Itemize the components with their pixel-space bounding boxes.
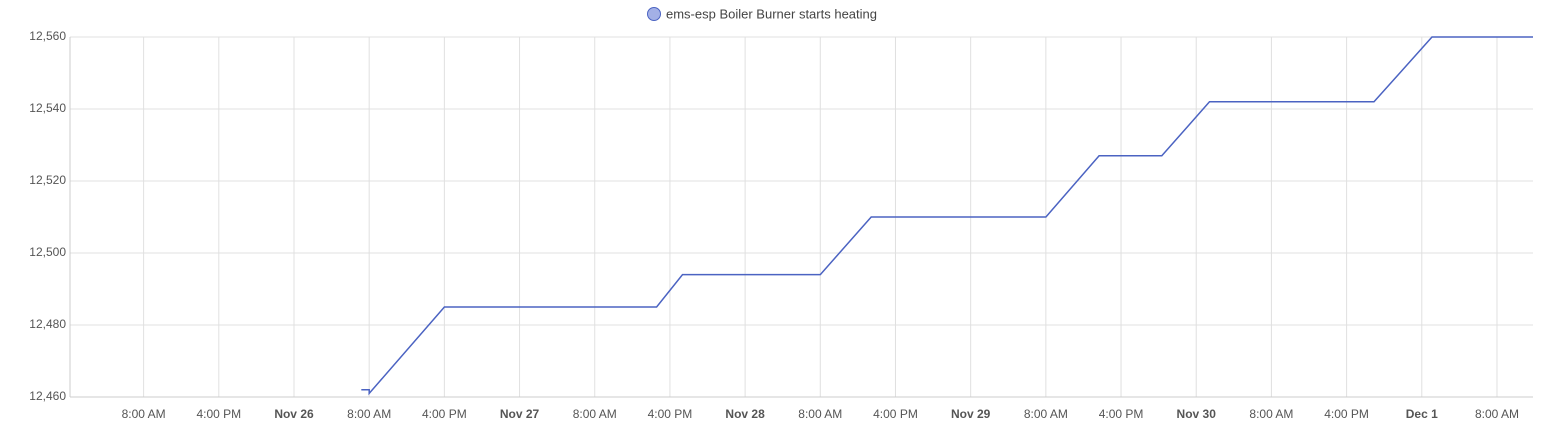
x-tick-label: 8:00 AM (347, 407, 391, 421)
x-tick-label: 4:00 PM (873, 407, 918, 421)
x-tick-label: 8:00 AM (1024, 407, 1068, 421)
x-tick-label: Nov 29 (951, 407, 991, 421)
x-tick-label: Nov 26 (274, 407, 314, 421)
x-tick-label: 4:00 PM (422, 407, 467, 421)
x-tick-label: 8:00 AM (1249, 407, 1293, 421)
x-tick-label: Nov 28 (725, 407, 765, 421)
x-tick-label: Dec 1 (1406, 407, 1438, 421)
x-tick-label: 4:00 PM (1324, 407, 1369, 421)
legend-marker (647, 7, 661, 21)
series-line (361, 36, 1533, 396)
y-tick-label: 12,480 (29, 317, 66, 331)
x-tick-label: 4:00 PM (1099, 407, 1144, 421)
y-tick-label: 12,540 (29, 101, 66, 115)
y-tick-label: 12,560 (29, 29, 66, 43)
x-tick-label: 8:00 AM (798, 407, 842, 421)
x-tick-label: Nov 30 (1177, 407, 1217, 421)
x-tick-label: 8:00 AM (1475, 407, 1519, 421)
y-tick-label: 12,460 (29, 389, 66, 403)
y-tick-label: 12,500 (29, 245, 66, 259)
x-tick-label: 8:00 AM (573, 407, 617, 421)
legend-text: ems-esp Boiler Burner starts heating (666, 6, 877, 21)
x-tick-label: Nov 27 (500, 407, 540, 421)
y-tick-label: 12,520 (29, 173, 66, 187)
x-tick-label: 8:00 AM (122, 407, 166, 421)
x-tick-label: 4:00 PM (196, 407, 241, 421)
x-tick-label: 4:00 PM (648, 407, 693, 421)
